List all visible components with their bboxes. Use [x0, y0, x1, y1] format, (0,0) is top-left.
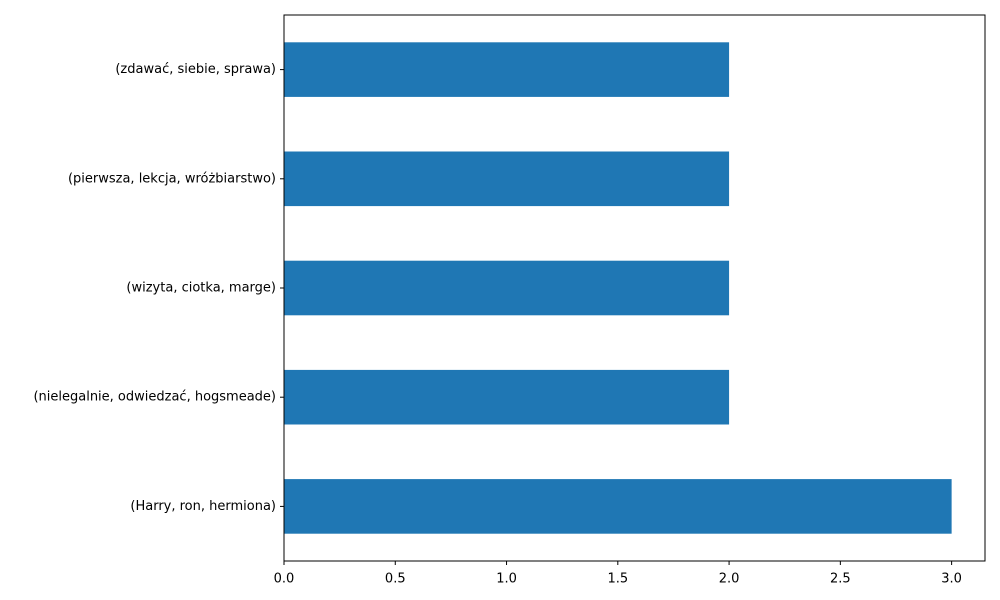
bar-1	[284, 151, 730, 207]
y-tick-labels: (zdawać, siebie, sprawa) (pierwsza, lekcj…	[33, 62, 284, 514]
y-tick-label-0: (zdawać, siebie, sprawa)	[115, 62, 276, 77]
y-tick-label-3: (nielegalnie, odwiedzać, hogsmeade)	[33, 390, 276, 405]
x-tick-label-3: 1.5	[607, 572, 628, 587]
plot-frame	[283, 14, 986, 562]
bar-0	[284, 42, 730, 97]
bar-3	[284, 369, 730, 425]
x-tick-label-0: 0.0	[274, 572, 295, 587]
bars-group	[284, 42, 952, 534]
x-tick-label-2: 1.0	[496, 572, 517, 587]
x-tick-label-1: 0.5	[385, 572, 406, 587]
y-tick-label-2: (wizyta, ciotka, marge)	[126, 281, 276, 296]
bar-2	[284, 260, 730, 316]
y-tick-label-1: (pierwsza, lekcja, wróżbiarstwo)	[68, 171, 276, 186]
x-tick-label-6: 3.0	[941, 572, 962, 587]
x-ticks: 0.0 0.5 1.0 1.5 2.0 2.5 3.0	[274, 561, 962, 587]
bar-4	[284, 479, 952, 534]
x-tick-label-5: 2.5	[830, 572, 851, 587]
x-tick-label-4: 2.0	[719, 572, 740, 587]
y-tick-label-4: (Harry, ron, hermiona)	[130, 499, 276, 514]
